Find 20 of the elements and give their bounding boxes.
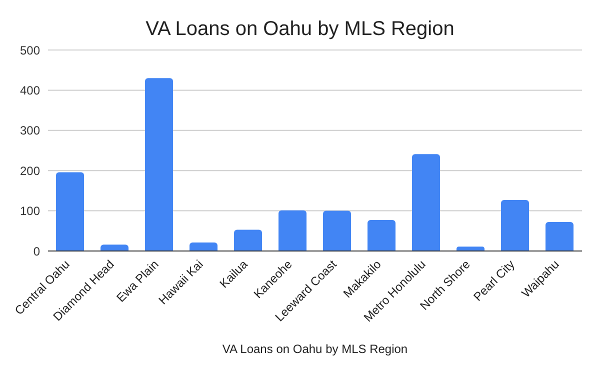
bar: [278, 210, 307, 251]
bar: [56, 172, 84, 251]
bar: [100, 244, 129, 251]
bar: [234, 230, 262, 251]
y-tick-label: 300: [20, 124, 40, 138]
bar: [368, 220, 396, 251]
y-tick-label: 500: [20, 43, 40, 58]
bar: [412, 154, 440, 251]
y-tick-label: 400: [20, 83, 40, 98]
bar: [145, 78, 174, 251]
bar: [501, 200, 530, 251]
x-axis-title: VA Loans on Oahu by MLS Region: [222, 342, 408, 356]
bar: [323, 210, 352, 251]
y-tick-label: 0: [33, 244, 40, 258]
y-tick-label: 200: [20, 164, 40, 178]
y-tick-label: 100: [20, 204, 40, 218]
bar: [456, 246, 485, 251]
bar: [190, 242, 218, 251]
bar: [546, 222, 574, 251]
chart-title: VA Loans on Oahu by MLS Region: [144, 18, 456, 41]
